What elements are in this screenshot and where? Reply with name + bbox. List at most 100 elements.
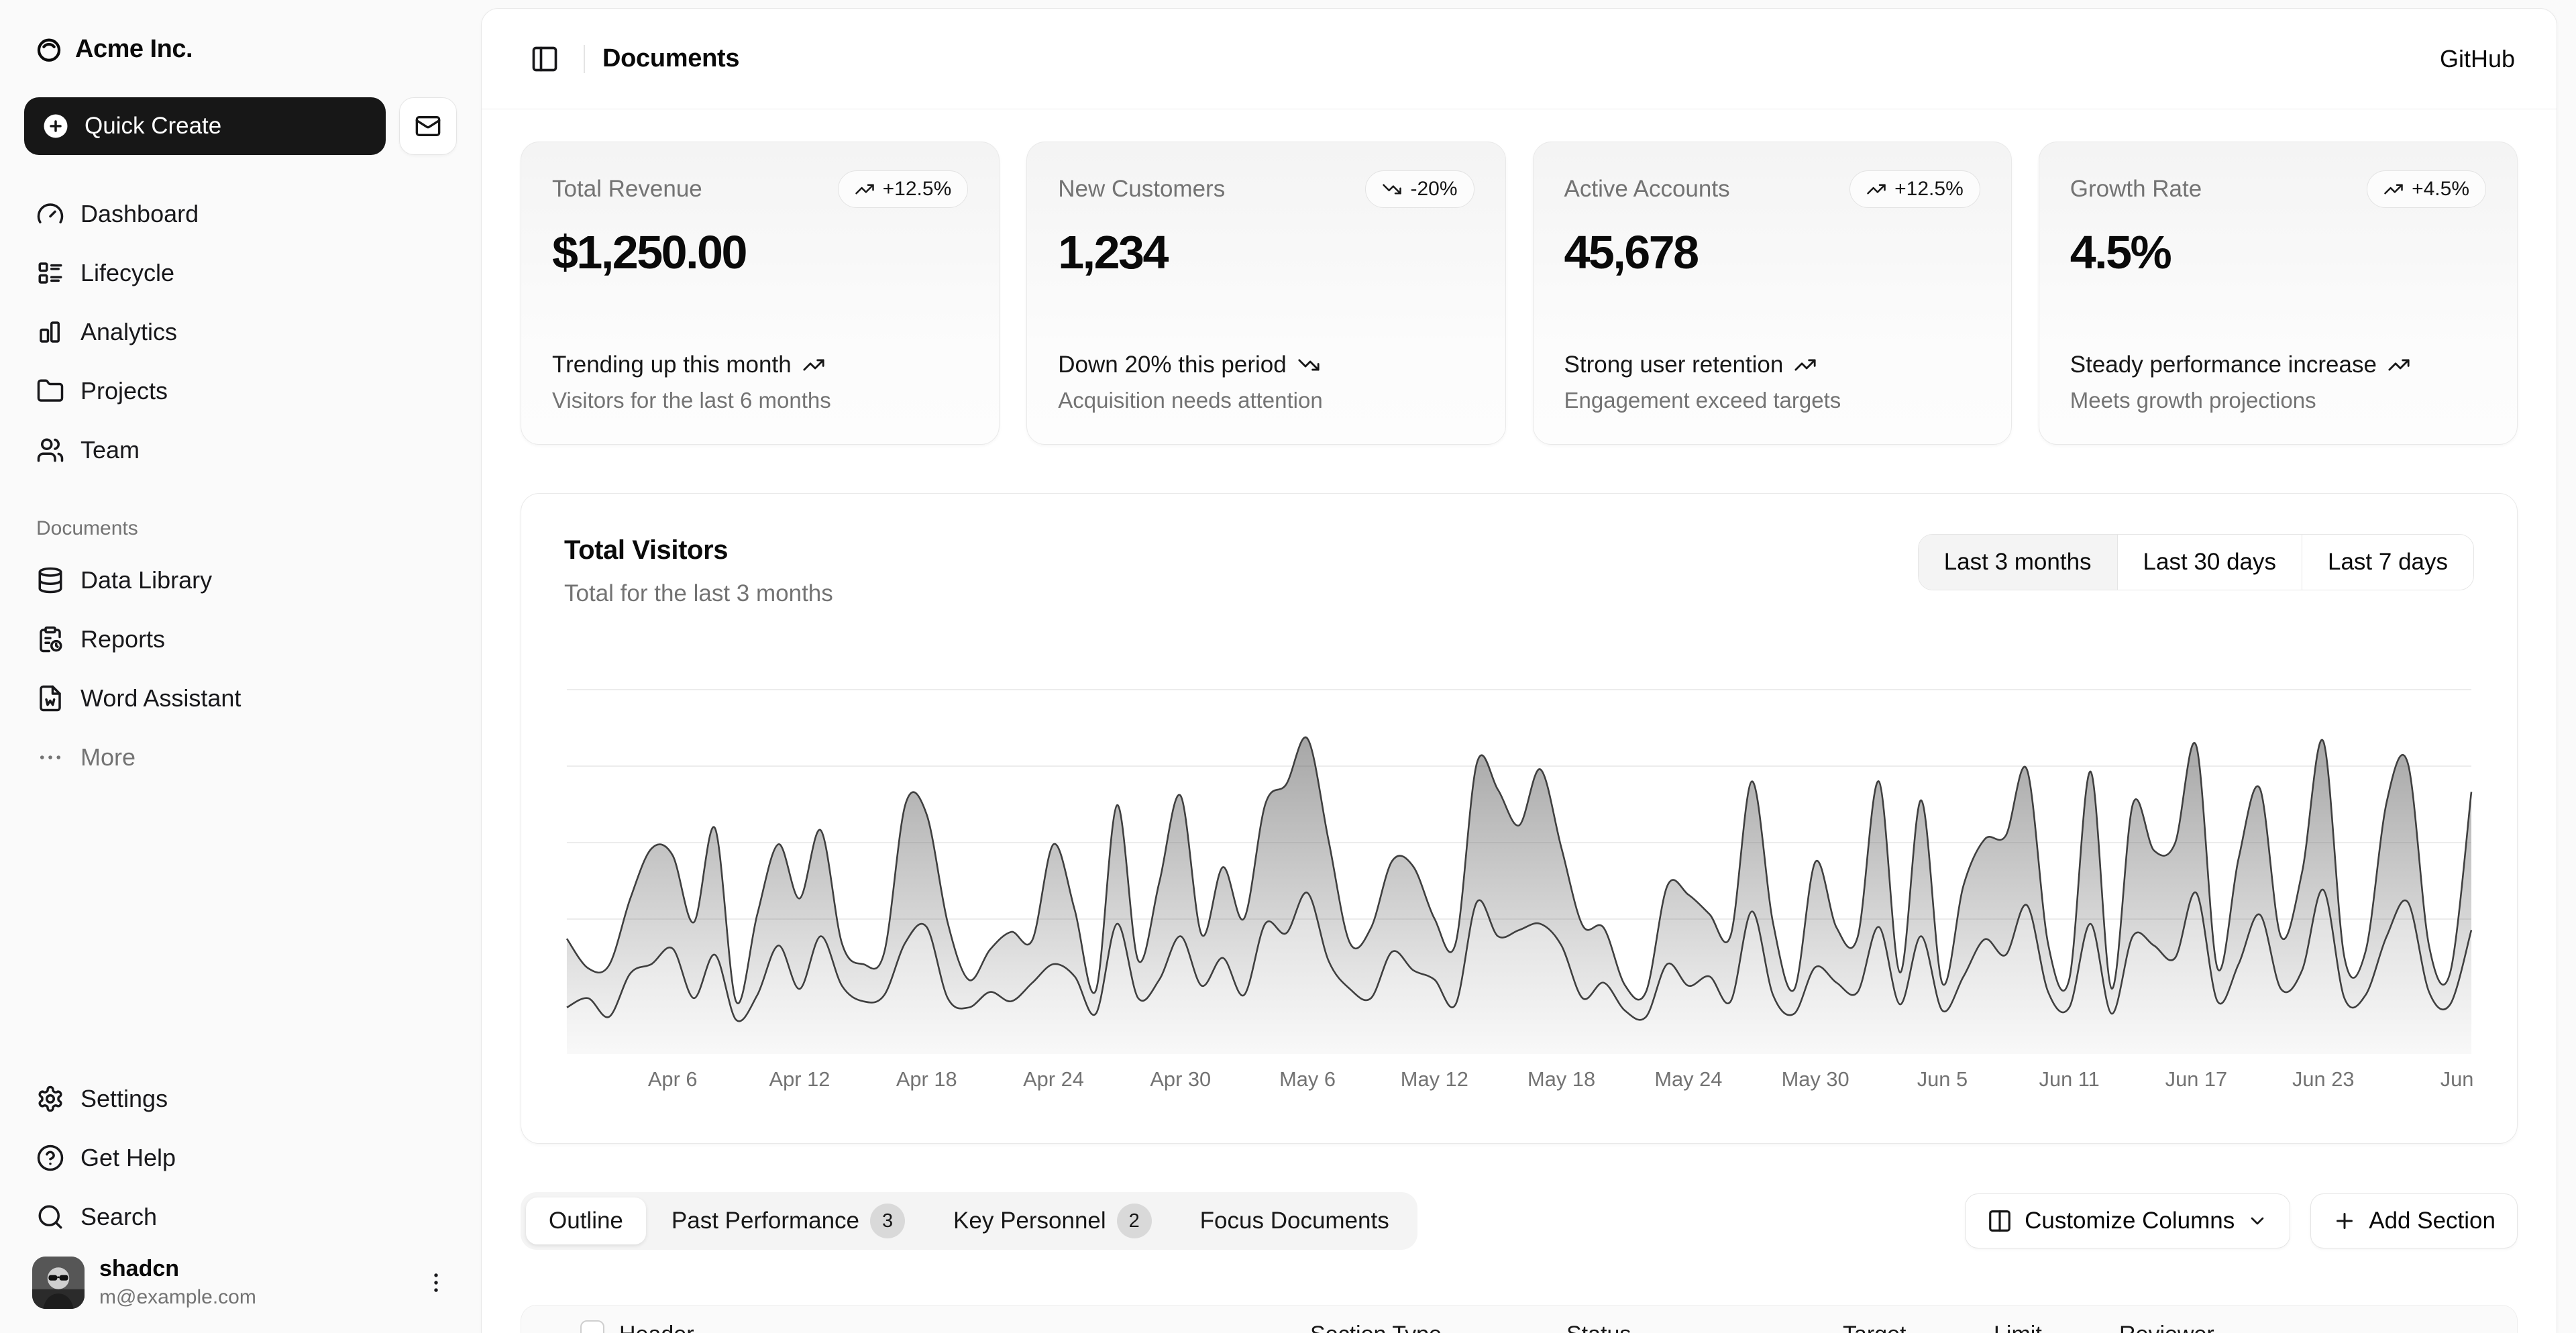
github-link[interactable]: GitHub xyxy=(2439,44,2515,72)
database-icon xyxy=(36,566,64,594)
help-circle-icon xyxy=(36,1144,64,1172)
x-axis-tick-label: May 24 xyxy=(1654,1067,1722,1091)
avatar xyxy=(32,1256,85,1309)
sidebar: Acme Inc. Quick Create Dashboard Lifecyc… xyxy=(0,0,481,1333)
sidebar-item-more[interactable]: More xyxy=(24,728,457,787)
stat-footer-title: Steady performance increase xyxy=(2070,352,2486,378)
stat-label: Active Accounts xyxy=(1564,176,1730,202)
tab-key-personnel[interactable]: Key Personnel 2 xyxy=(930,1197,1175,1244)
circle-plus-icon xyxy=(42,112,70,140)
table-toolbar: Outline Past Performance 3 Key Personnel… xyxy=(521,1192,2518,1250)
count-badge: 3 xyxy=(870,1204,906,1238)
tab-outline[interactable]: Outline xyxy=(526,1197,646,1244)
acme-logo-icon xyxy=(35,36,63,64)
x-axis-tick-label: May 6 xyxy=(1279,1067,1336,1091)
column-status: Status xyxy=(1566,1322,1843,1333)
sidebar-item-label: Search xyxy=(80,1203,158,1230)
brand[interactable]: Acme Inc. xyxy=(24,25,457,73)
gauge-icon xyxy=(36,200,64,228)
vertical-ellipsis-icon[interactable] xyxy=(423,1270,449,1295)
stat-value: 1,234 xyxy=(1058,226,1169,278)
sidebar-item-dashboard[interactable]: Dashboard xyxy=(24,184,457,244)
tab-list: Outline Past Performance 3 Key Personnel… xyxy=(521,1192,1417,1250)
trend-badge: +12.5% xyxy=(837,170,969,208)
sidebar-item-label: Projects xyxy=(80,377,168,405)
inbox-button[interactable] xyxy=(399,97,457,155)
sidebar-item-label: Dashboard xyxy=(80,200,199,227)
sidebar-toggle-button[interactable] xyxy=(523,38,566,81)
tab-focus-documents[interactable]: Focus Documents xyxy=(1177,1197,1412,1244)
stat-footer-desc: Visitors for the last 6 months xyxy=(552,388,831,413)
sidebar-item-data-library[interactable]: Data Library xyxy=(24,551,457,610)
trending-up-icon xyxy=(2383,179,2404,199)
area-chart[interactable]: Apr 6 Apr 12 Apr 18 Apr 24 Apr 30 May 6 May 12… xyxy=(564,672,2474,1108)
sidebar-item-label: Lifecycle xyxy=(80,259,175,286)
divider xyxy=(584,44,585,73)
stat-cards: Total Revenue +12.5% $1,250.00 Trending … xyxy=(521,142,2518,445)
list-icon xyxy=(36,259,64,287)
sidebar-item-label: Word Assistant xyxy=(80,684,241,712)
x-axis-tick-label: May 12 xyxy=(1401,1067,1468,1091)
stat-footer-desc: Engagement exceed targets xyxy=(1564,388,1841,413)
x-axis-tick-label: May 30 xyxy=(1782,1067,1849,1091)
sidebar-item-reports[interactable]: Reports xyxy=(24,610,457,669)
stat-footer-title: Down 20% this period xyxy=(1058,352,1474,378)
user-email: m@example.com xyxy=(99,1286,256,1308)
column-section-type: Section Type xyxy=(1310,1322,1566,1333)
plus-icon xyxy=(2332,1209,2357,1233)
stat-label: New Customers xyxy=(1058,176,1226,202)
sidebar-item-label: Settings xyxy=(80,1085,168,1112)
trending-up-icon xyxy=(802,354,825,376)
sidebar-item-word-assistant[interactable]: Word Assistant xyxy=(24,669,457,728)
sidebar-item-label: More xyxy=(80,743,136,771)
select-all-checkbox[interactable] xyxy=(580,1320,604,1333)
add-section-button[interactable]: Add Section xyxy=(2310,1193,2518,1248)
documents-section-label: Documents xyxy=(36,517,138,539)
users-icon xyxy=(36,436,64,464)
mail-icon xyxy=(415,113,441,140)
sidebar-item-lifecycle[interactable]: Lifecycle xyxy=(24,244,457,303)
gear-icon xyxy=(36,1085,64,1113)
customize-columns-button[interactable]: Customize Columns xyxy=(1965,1193,2291,1248)
trending-down-icon xyxy=(1382,179,1402,199)
trending-up-icon xyxy=(1794,354,1817,376)
sidebar-item-label: Team xyxy=(80,436,140,464)
stat-card-growth-rate: Growth Rate +4.5% 4.5% Steady performanc… xyxy=(2038,142,2518,445)
column-target: Target xyxy=(1843,1322,1994,1333)
trend-badge: +4.5% xyxy=(2367,170,2486,208)
chevron-down-icon xyxy=(2247,1210,2268,1232)
sidebar-item-settings[interactable]: Settings xyxy=(24,1069,457,1128)
sidebar-item-label: Reports xyxy=(80,625,166,653)
range-last-30-days[interactable]: Last 30 days xyxy=(2116,535,2302,590)
quick-create-button[interactable]: Quick Create xyxy=(24,97,386,155)
sidebar-item-label: Analytics xyxy=(80,318,178,345)
trend-badge: +12.5% xyxy=(1849,170,1980,208)
sidebar-item-projects[interactable]: Projects xyxy=(24,362,457,421)
stat-label: Growth Rate xyxy=(2070,176,2202,202)
sidebar-item-search[interactable]: Search xyxy=(24,1187,457,1246)
user-menu[interactable]: shadcn m@example.com xyxy=(24,1246,457,1309)
x-axis-tick-label: Apr 24 xyxy=(1023,1067,1084,1091)
table-header-row: Header Section Type Status Target Limit … xyxy=(521,1305,2517,1333)
stat-footer-desc: Meets growth projections xyxy=(2070,388,2316,413)
file-word-icon xyxy=(36,684,64,712)
chart-subtitle: Total for the last 3 months xyxy=(564,580,833,606)
range-last-3-months[interactable]: Last 3 months xyxy=(1918,535,2117,590)
sidebar-item-team[interactable]: Team xyxy=(24,421,457,480)
page-title: Documents xyxy=(602,44,740,72)
main-area: Documents GitHub Total Revenue +12.5% $1… xyxy=(481,0,2576,1333)
range-last-7-days[interactable]: Last 7 days xyxy=(2302,535,2473,590)
folder-icon xyxy=(36,377,64,405)
sidebar-item-analytics[interactable]: Analytics xyxy=(24,303,457,362)
count-badge: 2 xyxy=(1116,1204,1152,1238)
nav-documents: Data Library Reports Word Assistant More xyxy=(24,551,457,787)
stat-footer-title: Trending up this month xyxy=(552,352,968,378)
stat-card-total-revenue: Total Revenue +12.5% $1,250.00 Trending … xyxy=(521,142,1000,445)
stat-footer-title: Strong user retention xyxy=(1564,352,1980,378)
trending-up-icon xyxy=(2387,354,2410,376)
columns-icon xyxy=(1987,1208,2012,1234)
tab-past-performance[interactable]: Past Performance 3 xyxy=(649,1197,928,1244)
sidebar-item-get-help[interactable]: Get Help xyxy=(24,1128,457,1187)
x-axis-tick-label: May 18 xyxy=(1527,1067,1595,1091)
user-name: shadcn xyxy=(99,1256,180,1281)
